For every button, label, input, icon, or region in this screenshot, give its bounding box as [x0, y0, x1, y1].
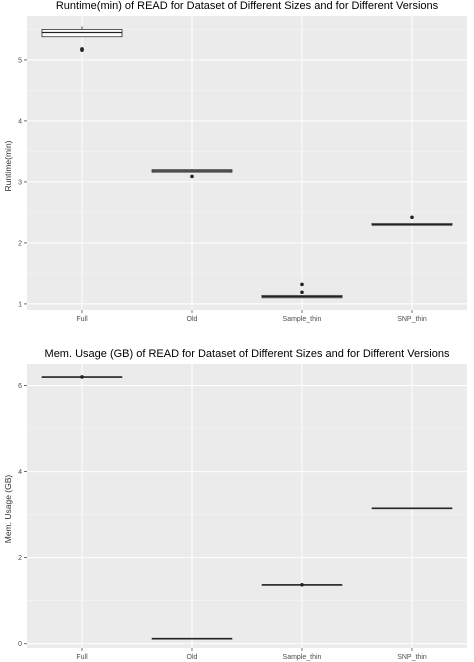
x-tick-label: Full — [76, 654, 88, 661]
chart-title: Mem. Usage (GB) of READ for Dataset of D… — [45, 348, 450, 360]
y-tick-label: 4 — [18, 469, 22, 476]
boxplot-Full — [41, 26, 123, 52]
outlier-point — [300, 290, 304, 295]
x-tick-label: Old — [187, 316, 198, 323]
outlier-point — [190, 174, 194, 179]
chart-panel-2: Mem. Usage (GB) of READ for Dataset of D… — [3, 348, 467, 661]
y-tick-label: 6 — [18, 383, 22, 390]
boxplot-SNP_thin — [371, 215, 453, 226]
plot-panel — [27, 16, 467, 310]
x-tick-label: Sample_thin — [283, 654, 322, 661]
y-tick-label: 1 — [18, 301, 22, 308]
outlier-point — [410, 215, 414, 220]
outlier-point — [80, 47, 84, 51]
x-tick-label: Full — [76, 316, 88, 323]
y-axis-label: Mem. Usage (GB) — [3, 475, 13, 544]
outlier-point — [300, 582, 304, 587]
y-tick-label: 0 — [18, 641, 22, 648]
boxplot-Old — [151, 637, 233, 640]
y-axis-label: Runtime(min) — [3, 140, 13, 191]
chart-panel-1: Runtime(min) of READ for Dataset of Diff… — [3, 0, 467, 323]
outlier-point — [300, 282, 304, 287]
boxplot-SNP_thin — [371, 507, 453, 510]
y-tick-label: 3 — [18, 179, 22, 186]
y-tick-label: 4 — [18, 118, 22, 125]
plot-panel — [27, 364, 467, 648]
boxplot-Old — [151, 169, 233, 179]
boxplot-Sample_thin — [261, 282, 343, 299]
y-tick-label: 2 — [18, 555, 22, 562]
boxplot-Full — [41, 375, 123, 379]
x-tick-label: Sample_thin — [283, 316, 322, 323]
y-tick-label: 5 — [18, 57, 22, 64]
x-tick-label: SNP_thin — [397, 316, 427, 323]
x-tick-label: SNP_thin — [397, 654, 427, 661]
y-tick-label: 2 — [18, 240, 22, 247]
x-tick-label: Old — [187, 654, 198, 661]
chart-title: Runtime(min) of READ for Dataset of Diff… — [56, 0, 439, 12]
boxplot-Sample_thin — [261, 582, 343, 587]
outlier-point — [80, 375, 84, 379]
